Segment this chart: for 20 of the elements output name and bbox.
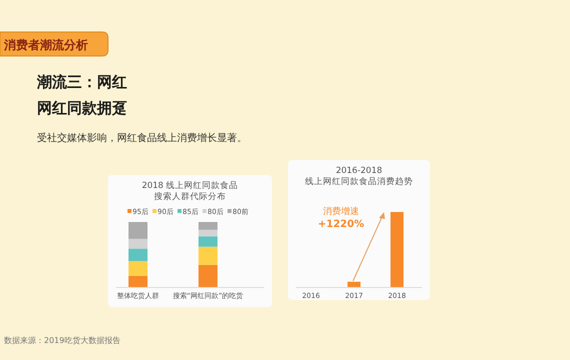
- chart-subtitle: 搜索人群代际分布: [154, 191, 226, 202]
- source-note: 数据来源：2019吃货大数据报告: [4, 336, 120, 345]
- bar: [198, 222, 218, 230]
- annotation: 消费增速 +1220%: [318, 206, 364, 230]
- bar: [128, 238, 148, 249]
- bar: [198, 230, 218, 236]
- bar: [128, 261, 148, 276]
- chart-subtitle: 线上网红同款食品消费趋势: [305, 176, 413, 187]
- bar: [128, 248, 148, 261]
- text: 消费者潮流分析: [3, 38, 88, 52]
- text: 网红同款拥趸: [37, 99, 127, 117]
- bar: [198, 264, 218, 287]
- bar: [128, 222, 148, 239]
- bar: [198, 246, 218, 265]
- chart-title: 2018 线上网红同款食品: [142, 180, 238, 191]
- bar: [128, 276, 148, 287]
- text: 受社交媒体影响，网红食品线上消费增长显著。: [37, 132, 247, 144]
- chart-title: 2016-2018: [336, 166, 382, 176]
- text: 潮流三：网红: [36, 73, 127, 91]
- bar: [198, 236, 218, 247]
